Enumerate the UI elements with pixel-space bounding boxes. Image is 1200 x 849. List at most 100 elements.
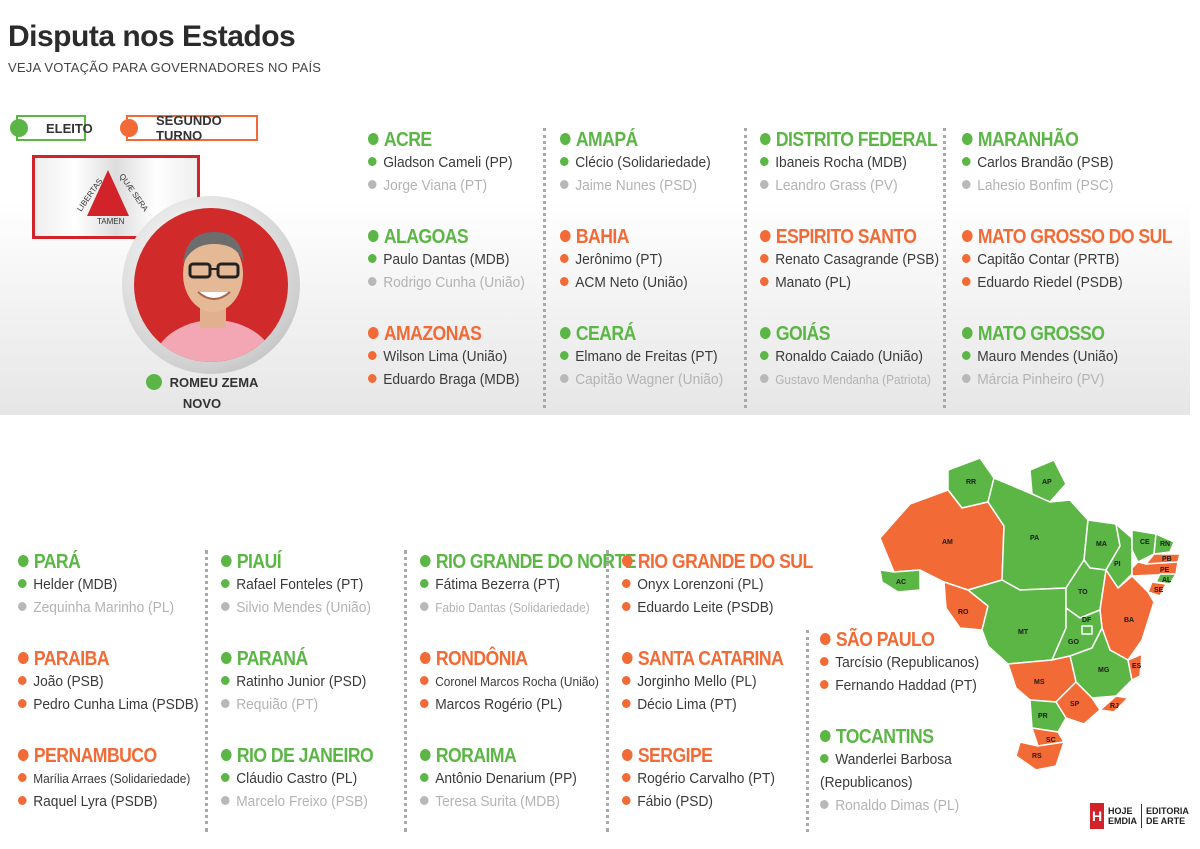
candidate-winner: Wanderlei Barbosa (Republicanos) bbox=[820, 752, 952, 791]
state-distrito-federal: DISTRITO FEDERAL Ibaneis Rocha (MDB) Lea… bbox=[760, 128, 960, 198]
svg-text:CE: CE bbox=[1140, 539, 1150, 546]
candidate-loser: Fabio Dantas (Solidariedade) bbox=[420, 597, 610, 620]
legend-runoff: SEGUNDO TURNO bbox=[120, 113, 258, 143]
state-ceara: CEARÁ Elmano de Freitas (PT) Capitão Wag… bbox=[560, 322, 760, 392]
portrait-photo bbox=[134, 208, 288, 362]
svg-text:PR: PR bbox=[1038, 713, 1048, 720]
candidate-winner: Cláudio Castro (PL) bbox=[221, 768, 411, 791]
candidate-loser: Requião (PT) bbox=[221, 694, 411, 717]
green-dot-icon bbox=[10, 119, 28, 137]
svg-text:RS: RS bbox=[1032, 753, 1042, 760]
map-state-al bbox=[1155, 573, 1177, 585]
svg-text:RJ: RJ bbox=[1110, 703, 1119, 710]
candidate-loser: Rodrigo Cunha (União) bbox=[368, 272, 558, 295]
svg-text:AP: AP bbox=[1042, 479, 1052, 486]
state-name: CEARÁ bbox=[560, 322, 736, 346]
candidate-runoff: Wilson Lima (União) bbox=[368, 346, 558, 369]
header: Disputa nos Estados VEJA VOTAÇÃO PARA GO… bbox=[8, 20, 321, 75]
state-name: AMAPÁ bbox=[560, 128, 736, 152]
candidate-runoff: Jerônimo (PT) bbox=[560, 249, 750, 272]
candidate-loser: Leandro Grass (PV) bbox=[760, 175, 950, 198]
candidate-winner: Carlos Brandão (PSB) bbox=[962, 152, 1152, 175]
orange-dot-icon bbox=[120, 119, 138, 137]
state-piaui: PIAUÍ Rafael Fonteles (PT) Silvio Mendes… bbox=[221, 550, 421, 620]
candidate-winner: Antônio Denarium (PP) bbox=[420, 768, 610, 791]
legend-elected-label: ELEITO bbox=[46, 120, 93, 136]
column-divider bbox=[606, 550, 609, 832]
page-subtitle: VEJA VOTAÇÃO PARA GOVERNADORES NO PAÍS bbox=[8, 60, 322, 75]
candidate-loser: Marcelo Freixo (PSB) bbox=[221, 791, 411, 814]
map-state-rs bbox=[1015, 741, 1065, 770]
candidate-runoff: Manato (PL) bbox=[760, 272, 950, 295]
state-name: PARANÁ bbox=[221, 647, 397, 671]
map-state-rj bbox=[1099, 695, 1129, 713]
candidate-runoff: Marcos Rogério (PL) bbox=[420, 694, 610, 717]
candidate-winner: Gladson Cameli (PP) bbox=[368, 152, 558, 175]
map-state-ac bbox=[879, 569, 921, 593]
map-state-rn bbox=[1153, 533, 1175, 555]
svg-text:MS: MS bbox=[1034, 679, 1045, 686]
svg-text:GO: GO bbox=[1068, 639, 1079, 646]
state-para: PARÁ Helder (MDB) Zequinha Marinho (PL) bbox=[18, 550, 218, 620]
candidate-loser: Jaime Nunes (PSD) bbox=[560, 175, 750, 198]
svg-text:BA: BA bbox=[1124, 617, 1134, 624]
state-parana: PARANÁ Ratinho Junior (PSD) Requião (PT) bbox=[221, 647, 421, 717]
map-state-se bbox=[1147, 581, 1167, 597]
state-name: RONDÔNIA bbox=[420, 647, 596, 671]
candidate-runoff: Jorginho Mello (PL) bbox=[622, 671, 812, 694]
brazil-map: RR AP AM PA MA CE RN PB PE AL SE PI TO A… bbox=[879, 457, 1181, 770]
state-name: MATO GROSSO DO SUL bbox=[962, 225, 1173, 249]
state-name: GOIÁS bbox=[760, 322, 936, 346]
state-name: SÃO PAULO bbox=[820, 628, 996, 652]
candidate-runoff: Capitão Contar (PRTB) bbox=[962, 249, 1152, 272]
candidate-loser: Capitão Wagner (União) bbox=[560, 369, 750, 392]
candidate-loser: Jorge Viana (PT) bbox=[368, 175, 558, 198]
minas-gerais-flag: LIBERTAS QUÆ SERA TAMEN bbox=[32, 155, 200, 239]
state-pernambuco: PERNAMBUCO Marília Arraes (Solidariedade… bbox=[18, 744, 218, 814]
candidate-loser: Gustavo Mendanha (Patriota) bbox=[760, 369, 950, 392]
svg-text:RN: RN bbox=[1160, 541, 1170, 548]
state-name: ESPIRITO SANTO bbox=[760, 225, 936, 249]
candidate-loser: Teresa Surita (MDB) bbox=[420, 791, 610, 814]
page-title: Disputa nos Estados bbox=[8, 20, 296, 53]
state-name: TOCANTINS bbox=[820, 725, 996, 749]
state-name: ALAGOAS bbox=[368, 225, 544, 249]
state-bahia: BAHIA Jerônimo (PT) ACM Neto (União) bbox=[560, 225, 760, 295]
state-rio-de-janeiro: RIO DE JANEIRO Cláudio Castro (PL) Marce… bbox=[221, 744, 421, 814]
candidate-runoff: Rogério Carvalho (PT) bbox=[622, 768, 812, 791]
candidate-runoff: Pedro Cunha Lima (PSDB) bbox=[18, 694, 208, 717]
state-santa-catarina: SANTA CATARINA Jorginho Mello (PL) Décio… bbox=[622, 647, 822, 717]
candidate-winner: Ronaldo Caiado (União) bbox=[760, 346, 950, 369]
state-sergipe: SERGIPE Rogério Carvalho (PT) Fábio (PSD… bbox=[622, 744, 822, 814]
svg-text:AL: AL bbox=[1162, 577, 1172, 584]
svg-text:PI: PI bbox=[1114, 561, 1121, 568]
map-state-df bbox=[1081, 625, 1093, 635]
logo-mark-icon: H bbox=[1090, 803, 1104, 829]
state-amapa: AMAPÁ Clécio (Solidariedade) Jaime Nunes… bbox=[560, 128, 760, 198]
map-state-ap bbox=[1029, 459, 1067, 503]
column-divider bbox=[205, 550, 208, 832]
state-name: PERNAMBUCO bbox=[18, 744, 194, 768]
candidate-runoff: Eduardo Riedel (PSDB) bbox=[962, 272, 1152, 295]
featured-party: NOVO bbox=[182, 396, 222, 411]
state-name: RIO GRANDE DO SUL bbox=[622, 550, 813, 574]
map-state-es bbox=[1127, 653, 1143, 681]
candidate-runoff: Coronel Marcos Rocha (União) bbox=[420, 671, 610, 694]
governor-portrait bbox=[122, 196, 300, 374]
candidate-runoff: Eduardo Braga (MDB) bbox=[368, 369, 558, 392]
candidate-runoff: Fernando Haddad (PT) bbox=[820, 675, 1010, 698]
state-name: PARAIBA bbox=[18, 647, 194, 671]
candidate-winner: Fátima Bezerra (PT) bbox=[420, 574, 610, 597]
state-acre: ACRE Gladson Cameli (PP) Jorge Viana (PT… bbox=[368, 128, 568, 198]
state-name: SERGIPE bbox=[622, 744, 798, 768]
candidate-runoff: Eduardo Leite (PSDB) bbox=[622, 597, 812, 620]
state-mato-grosso: MATO GROSSO Mauro Mendes (União) Márcia … bbox=[962, 322, 1162, 392]
state-sao-paulo: SÃO PAULO Tarcísio (Republicanos) Fernan… bbox=[820, 628, 1020, 698]
candidate-winner: Paulo Dantas (MDB) bbox=[368, 249, 558, 272]
candidate-runoff: João (PSB) bbox=[18, 671, 208, 694]
column-divider bbox=[806, 630, 809, 832]
svg-text:MG: MG bbox=[1098, 667, 1110, 674]
candidate-runoff: Fábio (PSD) bbox=[622, 791, 812, 814]
state-roraima: RORAIMA Antônio Denarium (PP) Teresa Sur… bbox=[420, 744, 620, 814]
column-divider bbox=[943, 128, 946, 408]
